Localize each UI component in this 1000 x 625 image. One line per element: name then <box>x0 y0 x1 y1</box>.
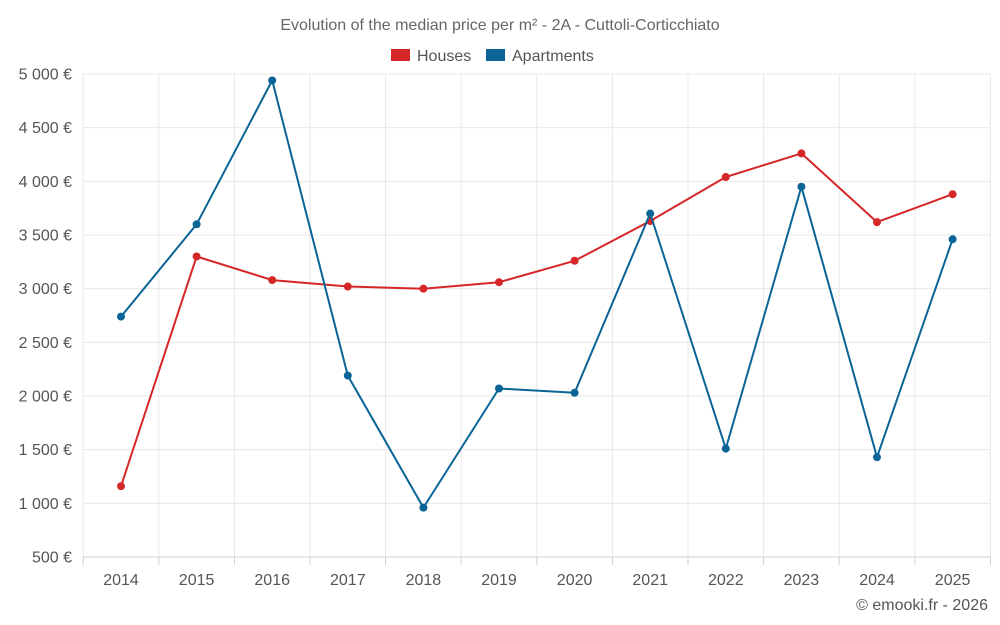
data-point-houses <box>268 276 277 285</box>
x-tick-label: 2018 <box>406 572 442 589</box>
x-tick-label: 2025 <box>935 572 971 589</box>
data-point-apartments <box>721 444 730 453</box>
x-tick-label: 2017 <box>330 572 366 589</box>
credit-text: © emooki.fr - 2026 <box>856 597 988 614</box>
y-tick-label: 4 500 € <box>19 120 72 137</box>
data-point-houses <box>495 278 503 287</box>
x-tick-label: 2014 <box>103 572 139 589</box>
data-point-apartments <box>495 384 503 393</box>
data-point-houses <box>117 482 125 491</box>
data-point-apartments <box>948 235 957 244</box>
x-tick-label: 2022 <box>708 572 744 589</box>
series-line-houses <box>120 152 953 487</box>
y-tick-label: 2 500 € <box>19 335 72 352</box>
data-point-apartments <box>873 453 881 462</box>
data-point-houses <box>873 218 881 227</box>
y-tick-label: 4 000 € <box>19 174 72 191</box>
y-tick-label: 500 € <box>32 550 72 567</box>
x-tick-label: 2016 <box>254 572 290 589</box>
legend-label-houses: Houses <box>417 48 471 65</box>
x-tick-label: 2021 <box>632 572 668 589</box>
y-tick-label: 3 000 € <box>19 281 72 298</box>
data-point-apartments <box>646 209 655 218</box>
data-point-houses <box>419 284 428 293</box>
x-tick-label: 2015 <box>179 572 215 589</box>
legend-label-apartments: Apartments <box>512 48 594 65</box>
data-point-houses <box>948 190 957 199</box>
data-point-apartments <box>343 371 352 380</box>
data-point-apartments <box>570 388 579 397</box>
y-tick-label: 5 000 € <box>19 67 72 84</box>
legend: Houses Apartments <box>391 48 594 65</box>
data-point-houses <box>721 173 730 182</box>
y-tick-label: 2 000 € <box>19 389 72 406</box>
x-tick-label: 2020 <box>557 572 593 589</box>
y-tick-label: 1 500 € <box>19 442 72 459</box>
legend-swatch-apartments <box>486 49 505 61</box>
y-tick-label: 3 500 € <box>19 228 72 245</box>
data-point-apartments <box>268 76 277 85</box>
data-point-houses <box>570 256 579 265</box>
chart-title: Evolution of the median price per m² - 2… <box>280 17 719 34</box>
data-point-apartments <box>117 312 125 321</box>
x-tick-label: 2019 <box>481 572 517 589</box>
data-point-houses <box>797 149 806 158</box>
x-tick-label: 2023 <box>784 572 820 589</box>
series-layer <box>117 76 957 512</box>
y-tick-label: 1 000 € <box>19 496 72 513</box>
legend-swatch-houses <box>391 49 410 61</box>
data-point-apartments <box>419 503 428 512</box>
axes: 500 € 1 000 € 1 500 € 2 000 € 2 500 € 3 000 €… <box>19 67 991 589</box>
data-point-apartments <box>797 182 806 191</box>
series-line-apartments <box>120 79 954 509</box>
data-point-houses <box>343 282 352 291</box>
grid <box>82 73 991 557</box>
data-point-houses <box>192 252 201 261</box>
x-tick-label: 2024 <box>859 572 895 589</box>
data-point-apartments <box>192 220 201 229</box>
